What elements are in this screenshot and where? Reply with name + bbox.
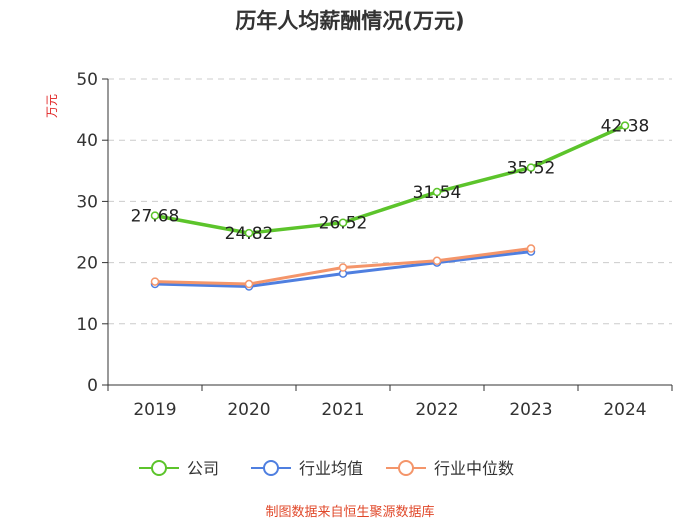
legend-marker bbox=[263, 460, 279, 476]
x-tick-label: 2022 bbox=[415, 400, 458, 420]
data-point-company[interactable] bbox=[526, 163, 536, 172]
data-point-company[interactable] bbox=[338, 218, 348, 227]
series-lines bbox=[150, 121, 630, 291]
x-tick-label: 2020 bbox=[227, 400, 270, 420]
legend-marker bbox=[398, 460, 414, 476]
series-industry_median bbox=[150, 244, 536, 289]
data-point-industry_median[interactable] bbox=[244, 279, 254, 289]
y-tick-label: 20 bbox=[76, 254, 98, 274]
x-tick-label: 2021 bbox=[321, 400, 364, 420]
legend[interactable]: 公司 行业均值 行业中位数 bbox=[139, 459, 514, 478]
y-tick-label: 0 bbox=[87, 376, 98, 396]
data-labels: 27.68 24.82 26.52 31.54 35.52 42.38 bbox=[131, 117, 650, 244]
data-point-company[interactable] bbox=[432, 187, 442, 197]
y-axis-label: 万元 bbox=[45, 94, 59, 118]
x-tick-label: 2019 bbox=[133, 400, 176, 420]
source-note: 制图数据来自恒生聚源数据库 bbox=[265, 504, 434, 520]
gridlines bbox=[108, 78, 672, 325]
legend-item-company[interactable]: 公司 bbox=[139, 459, 219, 478]
chart-title: 历年人均薪酬情况(万元) bbox=[235, 9, 464, 33]
y-tick-label: 40 bbox=[76, 131, 98, 151]
legend-item-industry_median[interactable]: 行业中位数 bbox=[386, 459, 514, 478]
series-line-company bbox=[154, 124, 626, 235]
data-label: 35.52 bbox=[507, 159, 556, 179]
series-company bbox=[150, 121, 630, 238]
data-point-company[interactable] bbox=[620, 121, 630, 130]
legend-label: 行业均值 bbox=[299, 459, 363, 478]
y-tick-label: 50 bbox=[76, 70, 98, 90]
data-label: 31.54 bbox=[413, 183, 462, 203]
x-tick-label: 2023 bbox=[509, 400, 552, 420]
data-label: 24.82 bbox=[225, 224, 274, 244]
axes: 0 10 20 30 40 50 2019 2020 2021 2022 2023 2024 bbox=[76, 70, 673, 420]
legend-item-industry_avg[interactable]: 行业均值 bbox=[251, 459, 363, 478]
data-point-industry_median[interactable] bbox=[526, 244, 536, 253]
x-tick-label: 2024 bbox=[603, 400, 646, 420]
data-point-company[interactable] bbox=[244, 228, 254, 238]
data-label: 27.68 bbox=[131, 207, 180, 227]
data-point-industry_median[interactable] bbox=[338, 263, 348, 272]
data-point-industry_median[interactable] bbox=[432, 256, 442, 266]
data-label: 42.38 bbox=[601, 117, 650, 137]
legend-label: 公司 bbox=[187, 459, 219, 478]
legend-label: 行业中位数 bbox=[434, 459, 514, 478]
y-tick-label: 30 bbox=[76, 192, 98, 212]
data-point-company[interactable] bbox=[150, 211, 160, 220]
data-point-industry_median[interactable] bbox=[150, 277, 160, 286]
data-label: 26.52 bbox=[319, 214, 368, 234]
y-tick-label: 10 bbox=[76, 315, 98, 335]
legend-marker bbox=[151, 460, 167, 476]
